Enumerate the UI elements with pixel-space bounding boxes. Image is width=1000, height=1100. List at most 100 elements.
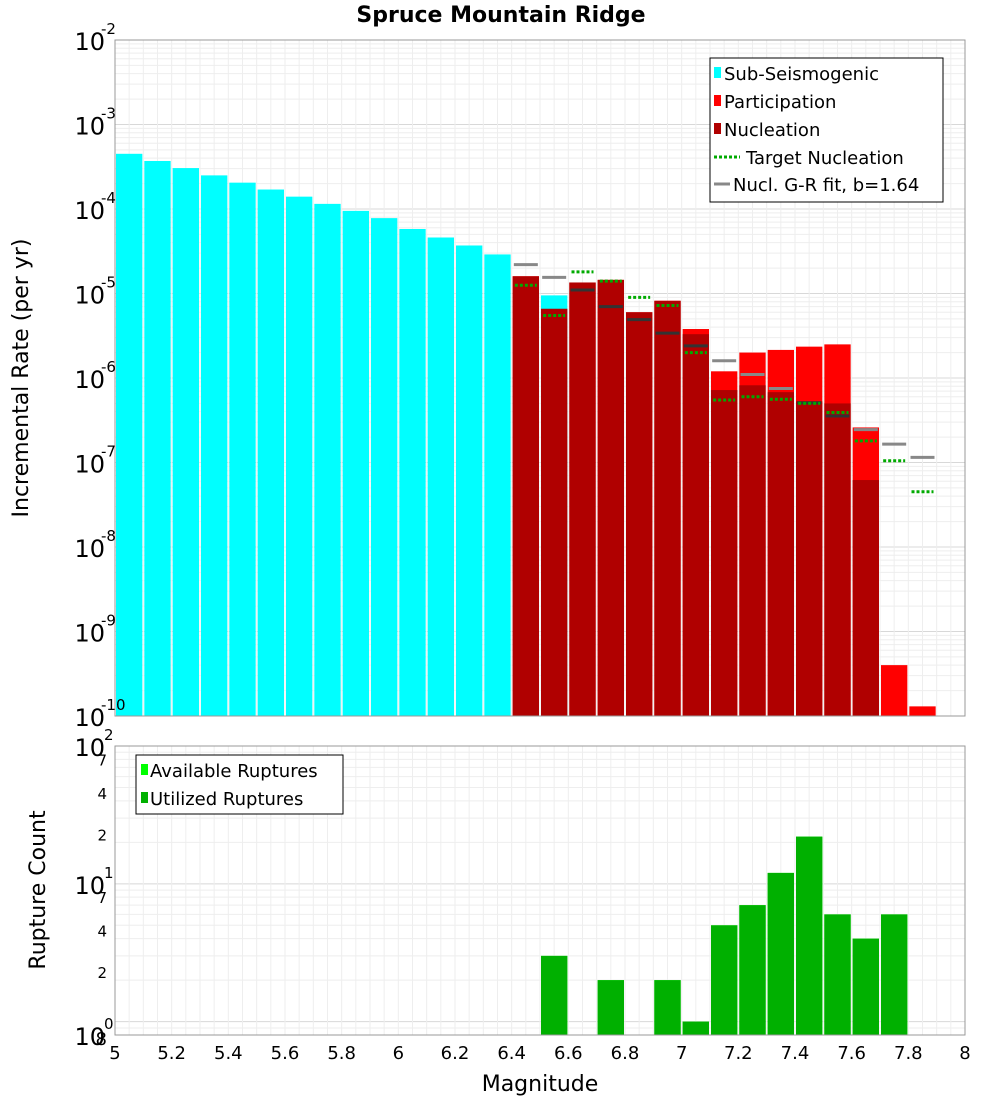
legend-label-gr-fit: Nucl. G-R fit, b=1.64 xyxy=(733,175,919,196)
bottom-y-minor-tick: 2 xyxy=(97,826,107,844)
top-y-tick-base: 10 xyxy=(74,704,105,732)
sub-seismogenic-bar xyxy=(314,203,341,716)
legend-label-available: Available Ruptures xyxy=(150,761,318,782)
x-tick-label: 8 xyxy=(959,1043,970,1064)
bottom-y-tick-exponent: 2 xyxy=(104,726,114,744)
top-line-marks xyxy=(513,263,935,494)
top-y-tick-base: 10 xyxy=(74,535,105,563)
x-tick-label: 5.8 xyxy=(327,1043,356,1064)
utilized-ruptures-bar xyxy=(654,980,681,1035)
chart-title: Spruce Mountain Ridge xyxy=(356,3,645,28)
bottom-y-tick-base: 10 xyxy=(74,1023,105,1051)
x-axis-label: Magnitude xyxy=(482,1072,599,1097)
nucleation-bar xyxy=(512,276,539,716)
utilized-ruptures-bar xyxy=(711,925,738,1035)
bottom-y-minor-tick: 7 xyxy=(97,751,107,769)
bottom-y-minor-tick: 7 xyxy=(97,889,107,907)
legend-swatch-available xyxy=(141,764,148,775)
top-legend: Sub-Seismogenic Participation Nucleation… xyxy=(709,57,944,203)
legend-label-utilized: Utilized Ruptures xyxy=(150,789,303,810)
top-y-tick-exponent: -9 xyxy=(101,612,116,630)
legend-swatch-sub-seismogenic xyxy=(714,67,721,78)
sub-seismogenic-bar xyxy=(172,168,199,716)
top-y-tick-base: 10 xyxy=(74,282,105,310)
top-y-tick-base: 10 xyxy=(74,197,105,225)
bottom-y-minor-tick: 4 xyxy=(97,923,107,941)
bottom-y-tick-exponent: 0 xyxy=(104,1015,114,1033)
top-y-axis-label: Incremental Rate (per yr) xyxy=(9,239,34,518)
top-y-tick-base: 10 xyxy=(74,620,105,648)
legend-label-target-nucleation: Target Nucleation xyxy=(745,148,904,169)
x-tick-label: 7.2 xyxy=(724,1043,753,1064)
bottom-y-minor-tick: 2 xyxy=(97,964,107,982)
top-legend-box xyxy=(709,57,944,203)
top-y-tick-labels: 10-210-310-410-510-610-710-810-910-10 xyxy=(74,20,125,732)
sub-seismogenic-bar xyxy=(427,237,454,717)
x-tick-label: 5.4 xyxy=(214,1043,243,1064)
utilized-ruptures-bar xyxy=(739,905,766,1035)
sub-seismogenic-bar xyxy=(144,160,171,717)
x-tick-label: 7.4 xyxy=(781,1043,810,1064)
top-y-tick-base: 10 xyxy=(74,366,105,394)
nucleation-bar xyxy=(796,401,823,716)
x-tick-labels: 5 5.2 5.4 5.6 5.8 6 6.2 6.4 6.6 6.8 7 7.2 7.4 7.6 7.8 8 xyxy=(109,1043,970,1064)
nucleation-bar xyxy=(824,403,851,716)
legend-label-sub-seismogenic: Sub-Seismogenic xyxy=(724,64,879,85)
nucleation-bar xyxy=(569,282,596,716)
x-tick-label: 6.6 xyxy=(554,1043,583,1064)
utilized-ruptures-bar xyxy=(767,872,794,1035)
sub-seismogenic-bar xyxy=(456,245,483,717)
bottom-y-tick-base: 10 xyxy=(74,734,105,762)
x-tick-label: 7.8 xyxy=(894,1043,923,1064)
bottom-plot-frame xyxy=(114,745,966,1036)
bottom-y-axis-label: Rupture Count xyxy=(26,810,51,970)
x-tick-label: 6.2 xyxy=(441,1043,470,1064)
sub-seismogenic-bar xyxy=(342,210,369,716)
sub-seismogenic-bar xyxy=(229,182,256,716)
top-bars xyxy=(116,153,936,717)
utilized-ruptures-bar xyxy=(682,1021,709,1035)
top-y-tick-exponent: -3 xyxy=(101,105,116,123)
legend-label-nucleation: Nucleation xyxy=(724,120,820,141)
bottom-y-minor-tick: 8 xyxy=(96,1029,107,1050)
sub-seismogenic-bar xyxy=(399,228,426,716)
bottom-y-tick-base: 10 xyxy=(74,872,105,900)
x-tick-label: 5 xyxy=(109,1043,120,1064)
top-y-tick-exponent: -6 xyxy=(101,358,116,376)
nucleation-bar xyxy=(626,312,653,716)
bottom-bars xyxy=(541,836,908,1035)
legend-label-participation: Participation xyxy=(724,92,836,113)
nucleation-bar xyxy=(739,385,766,716)
sub-seismogenic-bar xyxy=(116,153,143,717)
sub-seismogenic-bar xyxy=(371,218,398,716)
bottom-y-minor-tick: 4 xyxy=(97,785,107,803)
top-y-tick-exponent: -4 xyxy=(101,189,116,207)
x-tick-label: 6.8 xyxy=(611,1043,640,1064)
top-y-tick-base: 10 xyxy=(74,113,105,141)
bottom-legend: Available Ruptures Utilized Ruptures xyxy=(135,754,344,815)
top-y-tick-exponent: -10 xyxy=(101,696,126,714)
x-tick-label: 6 xyxy=(393,1043,404,1064)
x-tick-label: 7.6 xyxy=(837,1043,866,1064)
top-y-tick-base: 10 xyxy=(74,28,105,56)
utilized-ruptures-bar xyxy=(824,914,851,1035)
nucleation-bar xyxy=(682,334,709,716)
top-y-tick-exponent: -2 xyxy=(101,20,116,38)
legend-swatch-utilized xyxy=(141,792,148,803)
x-tick-label: 5.2 xyxy=(157,1043,186,1064)
legend-swatch-participation xyxy=(714,95,721,106)
nucleation-bar xyxy=(654,300,681,716)
x-tick-label: 6.4 xyxy=(497,1043,526,1064)
top-y-tick-base: 10 xyxy=(74,451,105,479)
x-tick-label: 7 xyxy=(676,1043,687,1064)
bottom-y-tick-exponent: 1 xyxy=(104,864,114,882)
nucleation-bar xyxy=(711,390,738,716)
bottom-legend-box xyxy=(135,754,344,815)
utilized-ruptures-bar xyxy=(541,955,568,1035)
x-tick-label: 5.6 xyxy=(271,1043,300,1064)
top-y-tick-exponent: -7 xyxy=(101,443,116,461)
nucleation-bar xyxy=(767,392,794,716)
sub-seismogenic-bar xyxy=(484,254,511,716)
